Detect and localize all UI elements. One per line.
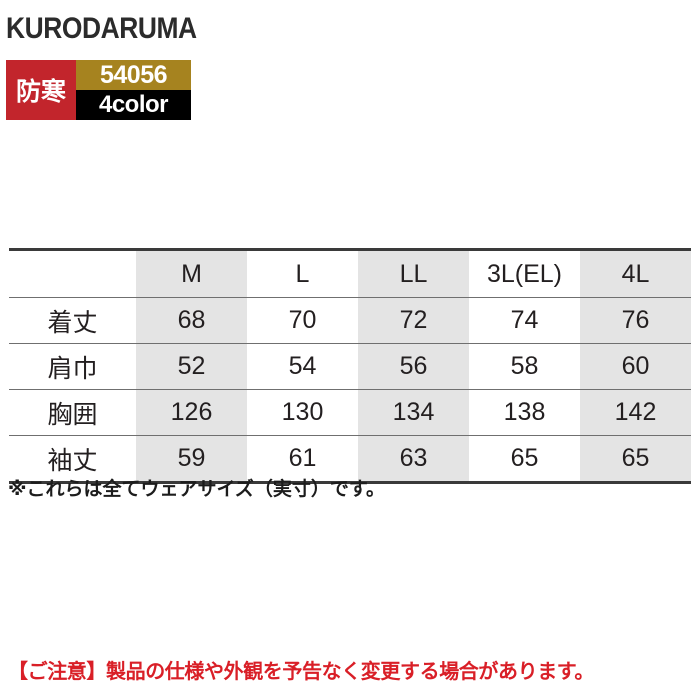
size-table-body: 着丈 68 70 72 74 76 肩巾 52 54 56 58 60 胸囲 1… <box>9 297 691 484</box>
cell-katahaba-m: 52 <box>136 343 247 390</box>
cell-katahaba-3l: 58 <box>469 343 580 390</box>
cell-kyoui-l: 130 <box>247 389 358 436</box>
table-header-row: M L LL 3L(EL) 4L <box>9 248 691 298</box>
cell-kyoui-4l: 142 <box>580 389 691 436</box>
row-label-katahaba: 肩巾 <box>9 343 136 390</box>
measurement-note: ※これらは全てウェアサイズ（実寸）です。 <box>8 478 386 500</box>
table-row: 着丈 68 70 72 74 76 <box>9 297 691 344</box>
cell-kitake-l: 70 <box>247 297 358 344</box>
table-row: 肩巾 52 54 56 58 60 <box>9 343 691 390</box>
cell-kyoui-3l: 138 <box>469 389 580 436</box>
row-label-kitake: 着丈 <box>9 297 136 344</box>
cell-kitake-ll: 72 <box>358 297 469 344</box>
size-table-head: M L LL 3L(EL) 4L <box>9 248 691 298</box>
caution-note: 【ご注意】製品の仕様や外観を予告なく変更する場合があります。 <box>8 659 594 683</box>
cell-kyoui-ll: 134 <box>358 389 469 436</box>
cell-kyoui-m: 126 <box>136 389 247 436</box>
column-header-3l: 3L(EL) <box>469 248 580 298</box>
badge-color-count: 4color <box>76 90 191 120</box>
badge-category-label: 防寒 <box>6 60 76 120</box>
size-table-container: M L LL 3L(EL) 4L 着丈 68 70 72 74 76 肩巾 52… <box>9 248 691 484</box>
table-row: 胸囲 126 130 134 138 142 <box>9 389 691 436</box>
row-label-kyoui: 胸囲 <box>9 389 136 436</box>
cell-katahaba-ll: 56 <box>358 343 469 390</box>
cell-sodetake-l: 61 <box>247 435 358 484</box>
cell-katahaba-4l: 60 <box>580 343 691 390</box>
cell-katahaba-l: 54 <box>247 343 358 390</box>
cell-sodetake-3l: 65 <box>469 435 580 484</box>
brand-header: KURODARUMA <box>6 14 696 44</box>
column-header-l: L <box>247 248 358 298</box>
cell-sodetake-ll: 63 <box>358 435 469 484</box>
badge-info-stack: 54056 4color <box>76 60 191 120</box>
table-corner-cell <box>9 248 136 298</box>
product-badge-strip: 防寒 54056 4color <box>6 60 191 120</box>
row-label-sodetake: 袖丈 <box>9 435 136 484</box>
cell-sodetake-m: 59 <box>136 435 247 484</box>
badge-product-code: 54056 <box>76 60 191 90</box>
cell-kitake-3l: 74 <box>469 297 580 344</box>
table-row: 袖丈 59 61 63 65 65 <box>9 435 691 484</box>
size-table: M L LL 3L(EL) 4L 着丈 68 70 72 74 76 肩巾 52… <box>9 248 691 484</box>
cell-sodetake-4l: 65 <box>580 435 691 484</box>
brand-name: KURODARUMA <box>6 12 197 45</box>
column-header-ll: LL <box>358 248 469 298</box>
cell-kitake-4l: 76 <box>580 297 691 344</box>
column-header-m: M <box>136 248 247 298</box>
cell-kitake-m: 68 <box>136 297 247 344</box>
column-header-4l: 4L <box>580 248 691 298</box>
